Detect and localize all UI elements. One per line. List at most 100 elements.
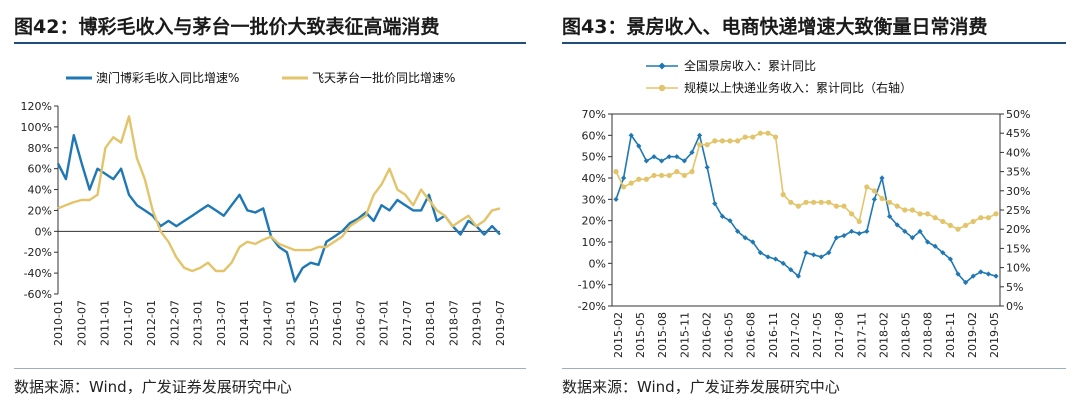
data-point-express [993,211,999,217]
bottom-rule-left [14,368,526,369]
data-point-express [765,130,771,136]
data-point-retail [727,218,733,224]
x-tick-label: 2018-01 [424,300,437,346]
y-tick-label: -20% [24,246,52,259]
data-point-retail [993,273,999,279]
y-tick-label: -60% [24,288,52,301]
data-point-express [757,130,763,136]
data-point-retail [909,235,915,241]
x-tick-label: 2016-11 [767,312,780,358]
x-tick-label: 2019-01 [471,300,484,346]
x-tick-label: 2015-07 [308,300,321,346]
chart-panel-right: 图43：景房收入、电商快递增速大致衡量日常消费 70% 60% 50% 40% 30% 2… [548,0,1080,408]
data-point-retail [651,154,657,160]
data-point-express [833,203,839,209]
data-point-express [659,172,665,179]
y-right-tick-label: 50% [1006,108,1030,121]
data-point-express [894,203,900,209]
data-point-retail [902,228,908,234]
data-point-express [963,222,969,228]
legend-swatch-express-marker [658,84,666,92]
y-tick-label: 120% [21,100,52,113]
y-left-tick-label: -20% [578,300,606,313]
x-tick-label: 2016-02 [700,312,713,358]
data-point-express [970,218,976,225]
x-tick-label: 2017-08 [833,312,846,358]
data-point-express [803,199,809,205]
legend-label-express: 规模以上快递业务收入：累计同比（右轴） [684,80,912,95]
x-tick-label: 2011-07 [122,300,135,346]
x-tick-label: 2017-05 [811,312,824,358]
y-tick-label: 20% [28,204,52,217]
legend-label-retail: 全国景房收入：累计同比 [684,58,816,73]
x-tick-label: 2019-02 [966,312,979,358]
chart-title-right: 图43：景房收入、电商快递增速大致衡量日常消费 [562,16,988,38]
x-tick-label: 2018-11 [944,312,957,358]
x-tick-label: 2019-07 [494,300,507,346]
x-tick-label: 2018-07 [447,300,460,346]
data-point-retail [818,254,824,260]
data-point-retail [864,228,870,234]
x-tick-label: 2016-01 [331,300,344,346]
x-tick-label: 2015-11 [678,312,691,358]
chart-panel-left: 图42：博彩毛收入与茅台一批价大致表征高端消费 120% 100% 80% 60% 40… [14,16,526,396]
data-point-retail [811,252,817,258]
data-point-express [727,138,733,144]
data-point-express [856,218,862,225]
y-tick-label: 0% [35,225,52,238]
x-tick-label: 2014-01 [238,300,251,346]
data-point-express [735,138,741,144]
x-tick-label: 2015-08 [656,312,669,358]
y-left-tick-label: 50% [582,151,606,164]
data-point-retail [849,228,855,234]
series-line-express [615,132,997,231]
bottom-rule-right [562,368,1066,369]
x-tick-label: 2017-01 [378,300,391,346]
chart-title-left: 图42：博彩毛收入与茅台一批价大致表征高端消费 [14,16,440,38]
data-point-retail [887,213,893,219]
y-right-tick-label: 10% [1006,262,1030,275]
x-tick-label: 2013-01 [192,300,205,346]
y-right-tick-label: 20% [1006,223,1030,236]
x-tick-label: 2014-07 [261,300,274,346]
data-point-express [849,211,855,217]
data-point-express [788,199,794,205]
x-tick-label: 2010-01 [52,300,65,346]
x-tick-label: 2016-07 [354,300,367,346]
chart-svg-left: 120%100%80%60%40%20%0%-20%-40%-60%2010-0… [21,70,507,346]
data-point-retail [932,243,938,249]
data-point-retail [803,250,809,256]
y-right-tick-label: 35% [1006,166,1030,179]
series-line-macau-gaming [56,133,501,283]
y-right-tick-label: 40% [1006,146,1030,159]
data-point-express [826,199,832,205]
data-point-retail [742,235,748,241]
x-tick-label: 2018-02 [877,312,890,358]
data-point-express [780,192,786,198]
title-rule-left [14,42,526,44]
y-tick-label: 100% [21,121,52,134]
data-point-retail [917,228,923,234]
data-point-express [902,207,908,213]
y-left-tick-label: 20% [582,215,606,228]
data-point-express [674,169,680,175]
data-point-retail [689,149,695,155]
data-point-express [985,215,991,221]
x-tick-label: 2018-05 [900,312,913,358]
x-tick-label: 2017-02 [789,312,802,358]
data-point-express [697,142,703,148]
y-tick-label: -40% [24,267,52,280]
data-point-express [742,134,748,140]
data-point-retail [856,230,862,237]
data-point-retail [765,254,771,260]
x-tick-label: 2015-05 [634,312,647,358]
data-point-express [879,195,885,202]
y-left-tick-label: 60% [582,129,606,142]
y-left-tick-label: -10% [578,279,606,292]
data-point-express [818,199,824,205]
data-point-retail [940,250,946,256]
legend-label-macau: 澳门博彩毛收入同比增速% [96,70,239,85]
x-tick-label: 2013-07 [215,300,228,346]
source-note-right: 数据来源：Wind，广发证券发展研究中心 [562,378,840,396]
chart-svg-right: 70% 60% 50% 40% 30% 20% 10% 0% -10% -20% 50% 45% 40%… [578,58,1031,358]
